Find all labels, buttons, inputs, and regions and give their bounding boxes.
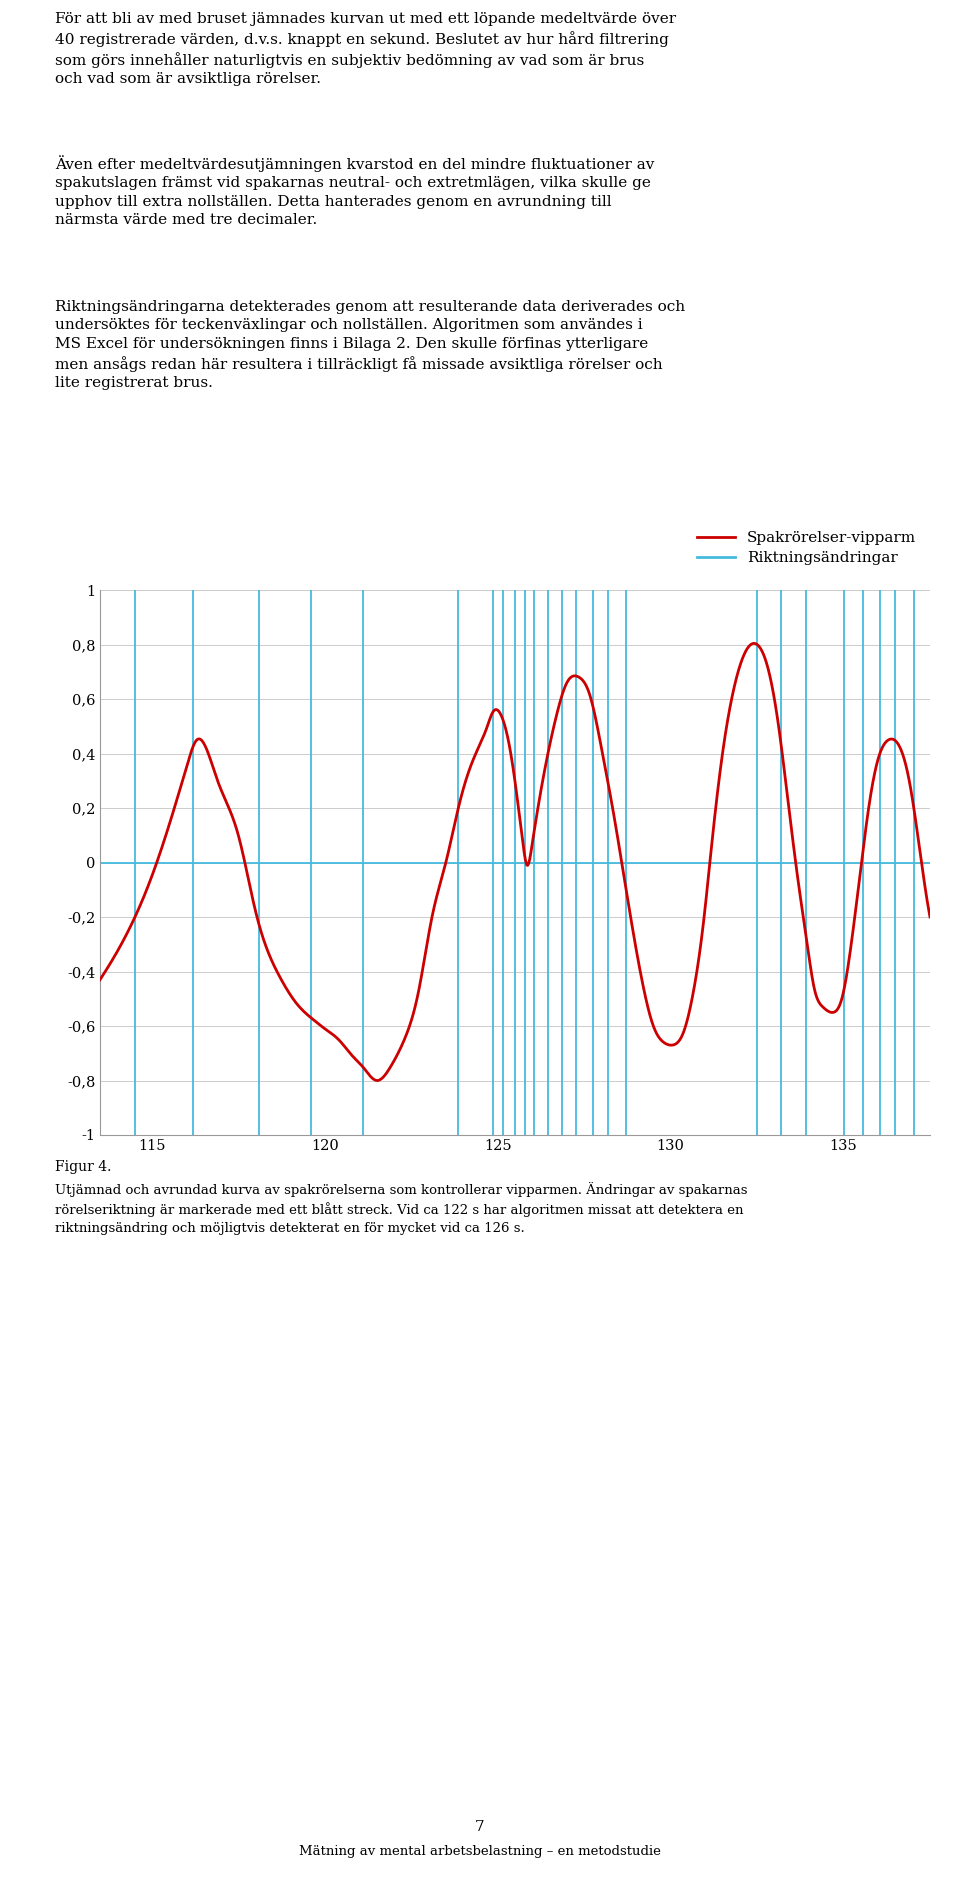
Text: För att bli av med bruset jämnades kurvan ut med ett löpande medeltvärde över
40: För att bli av med bruset jämnades kurva… [55, 11, 676, 86]
Text: Riktningsändringarna detekterades genom att resulterande data deriverades och
un: Riktningsändringarna detekterades genom … [55, 301, 685, 391]
Text: Figur 4.: Figur 4. [55, 1160, 111, 1173]
Text: Utjämnad och avrundad kurva av spakrörelserna som kontrollerar vipparmen. Ändrin: Utjämnad och avrundad kurva av spakrörel… [55, 1183, 748, 1235]
Text: Mätning av mental arbetsbelastning – en metodstudie: Mätning av mental arbetsbelastning – en … [300, 1844, 660, 1857]
Text: Även efter medeltvärdesutjämningen kvarstod en del mindre fluktuationer av
spaku: Även efter medeltvärdesutjämningen kvars… [55, 154, 655, 227]
Legend: Spakrörelser-vipparm, Riktningsändringar: Spakrörelser-vipparm, Riktningsändringar [690, 525, 923, 572]
Text: 7: 7 [475, 1820, 485, 1835]
